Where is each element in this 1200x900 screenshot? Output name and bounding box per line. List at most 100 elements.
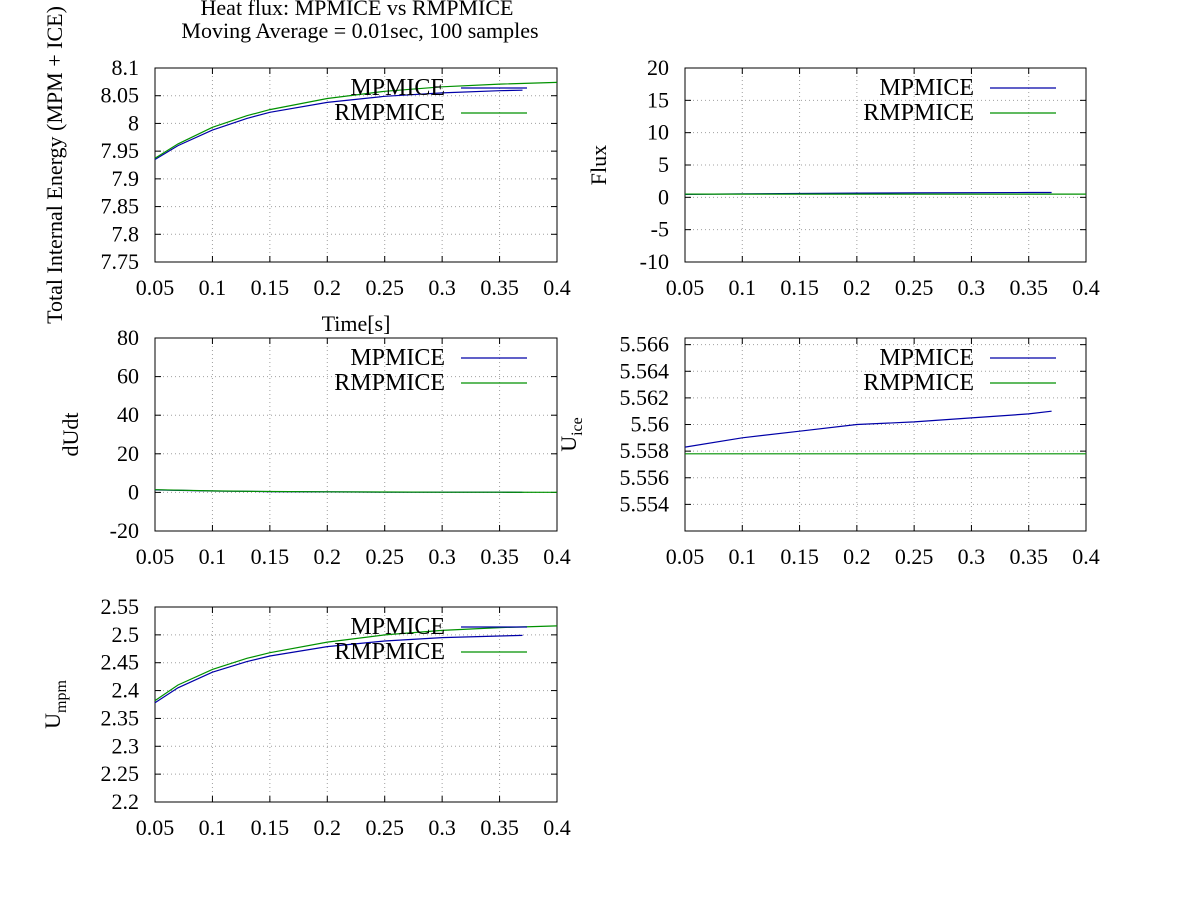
series-line-mpmice: [684, 410, 1052, 448]
x-tick-label: 0.15: [251, 275, 290, 300]
y-tick-label: 0: [658, 184, 669, 209]
y-tick-label: -5: [651, 217, 669, 242]
y-tick-label: 5.564: [620, 358, 670, 383]
y-tick-label: 15: [647, 87, 669, 112]
y-tick-label: 2.45: [101, 650, 140, 675]
x-tick-label: 0.2: [314, 275, 342, 300]
y-tick-label: 5.566: [620, 332, 670, 357]
x-tick-label: 0.1: [199, 275, 227, 300]
x-tick-label: 0.05: [136, 544, 175, 569]
panel-3: 0.05 0.1 0.15 0.2 0.25 0.3 0.35 0.4 -20 0 20 40 60 80…: [58, 325, 571, 569]
y-tick-label: 2.3: [112, 733, 140, 758]
x-tick-label: 0.35: [480, 544, 519, 569]
plot-frame: [154, 606, 558, 803]
legend-label-rmpmice: RMPMICE: [863, 100, 974, 126]
x-tick-label: 0.25: [365, 275, 404, 300]
plot-frame: [154, 67, 558, 263]
plot-frame: [684, 337, 1087, 532]
y-tick-label: -20: [110, 518, 139, 543]
y-tick-label: 0: [128, 479, 139, 504]
x-tick-label: 0.25: [895, 275, 934, 300]
legend-label-mpmice: MPMICE: [350, 345, 445, 371]
x-tick-label: 0.35: [1009, 275, 1048, 300]
y-tick-label: 8.05: [101, 83, 140, 108]
figure-title-line-2: Moving Average = 0.01sec, 100 samples: [181, 18, 538, 43]
y-tick-label: 5.558: [620, 438, 670, 463]
x-tick-label: 0.1: [199, 544, 227, 569]
y-tick-label: 2.2: [112, 789, 140, 814]
legend-label-rmpmice: RMPMICE: [863, 370, 974, 396]
y-tick-label: 5.56: [631, 412, 670, 437]
y-tick-label: 60: [117, 364, 139, 389]
y-tick-label: 7.95: [101, 138, 140, 163]
x-tick-label: 0.3: [958, 544, 986, 569]
y-tick-label: -10: [640, 249, 669, 274]
x-tick-label: 0.1: [199, 815, 227, 840]
panel-5: 0.05 0.1 0.15 0.2 0.25 0.3 0.35 0.4 2.2 2.25 2.3 2.…: [40, 594, 571, 840]
x-tick-label: 0.2: [314, 815, 342, 840]
y-axis-title-subscript: ice: [569, 417, 586, 436]
series-line-mpmice: [154, 89, 523, 161]
x-tick-label: 0.2: [843, 275, 871, 300]
x-tick-label: 0.35: [480, 815, 519, 840]
legend-label-rmpmice: RMPMICE: [334, 639, 445, 665]
x-tick-label: 0.4: [543, 544, 571, 569]
y-axis-title: dUdt: [58, 413, 83, 457]
y-tick-label: 8.1: [112, 55, 140, 80]
x-tick-label: 0.4: [1072, 544, 1100, 569]
legend-label-rmpmice: RMPMICE: [334, 370, 445, 396]
y-axis-title: Total Internal Energy (MPM + ICE): [42, 6, 67, 324]
x-tick-label: 0.25: [365, 544, 404, 569]
x-tick-label: 0.35: [1009, 544, 1048, 569]
legend-label-mpmice: MPMICE: [879, 75, 974, 101]
x-tick-label: 0.2: [843, 544, 871, 569]
y-tick-label: 20: [647, 55, 669, 80]
y-tick-label: 40: [117, 402, 139, 427]
x-tick-label: 0.15: [780, 544, 819, 569]
y-tick-label: 5.556: [620, 465, 670, 490]
legend-label-mpmice: MPMICE: [350, 614, 445, 640]
x-tick-label: 0.3: [428, 815, 456, 840]
y-tick-label: 7.85: [101, 194, 140, 219]
y-tick-label: 5.554: [620, 491, 670, 516]
series-line-rmpmice: [154, 489, 558, 493]
y-tick-label: 7.75: [101, 249, 140, 274]
x-tick-label: 0.25: [365, 815, 404, 840]
y-tick-label: 10: [647, 120, 669, 145]
y-tick-label: 7.8: [112, 221, 140, 246]
panel-1: 0.05 0.1 0.15 0.2 0.25 0.3 0.35 0.4 7.75 7.87.85 7…: [42, 6, 571, 336]
x-tick-label: 0.3: [428, 275, 456, 300]
y-tick-label: 2.55: [101, 594, 140, 619]
y-tick-label: 2.4: [112, 678, 140, 703]
panel-4: 0.05 0.1 0.15 0.2 0.25 0.3 0.35 0.45.5545.5565.…: [556, 332, 1100, 569]
y-tick-label: 5.562: [620, 385, 670, 410]
x-axis-title: Time[s]: [322, 311, 391, 336]
series-line-rmpmice: [154, 625, 558, 702]
x-tick-label: 0.3: [428, 544, 456, 569]
x-tick-label: 0.4: [1072, 275, 1100, 300]
x-tick-label: 0.15: [251, 815, 290, 840]
legend-label-mpmice: MPMICE: [879, 345, 974, 371]
x-tick-label: 0.25: [895, 544, 934, 569]
y-tick-label: 2.5: [112, 622, 140, 647]
legend-label-mpmice: MPMICE: [350, 75, 445, 101]
y-tick-label: 7.9: [112, 166, 140, 191]
y-tick-label: 5: [658, 152, 669, 177]
series-line-rmpmice: [154, 81, 558, 159]
series-line-mpmice: [154, 634, 523, 704]
y-tick-label: 20: [117, 441, 139, 466]
legend-label-rmpmice: RMPMICE: [334, 100, 445, 126]
y-tick-label: 2.25: [101, 761, 140, 786]
y-tick-label: 80: [117, 325, 139, 350]
x-tick-label: 0.15: [251, 544, 290, 569]
x-tick-label: 0.4: [543, 815, 571, 840]
y-axis-title: Flux: [586, 145, 611, 185]
y-axis-title-subscript: mpm: [53, 680, 70, 713]
y-tick-label: 2.35: [101, 705, 140, 730]
x-tick-label: 0.4: [543, 275, 571, 300]
y-tick-label: 8: [128, 110, 139, 135]
x-tick-label: 0.05: [666, 544, 705, 569]
plot-frame: [154, 337, 558, 532]
x-tick-label: 0.3: [958, 275, 986, 300]
